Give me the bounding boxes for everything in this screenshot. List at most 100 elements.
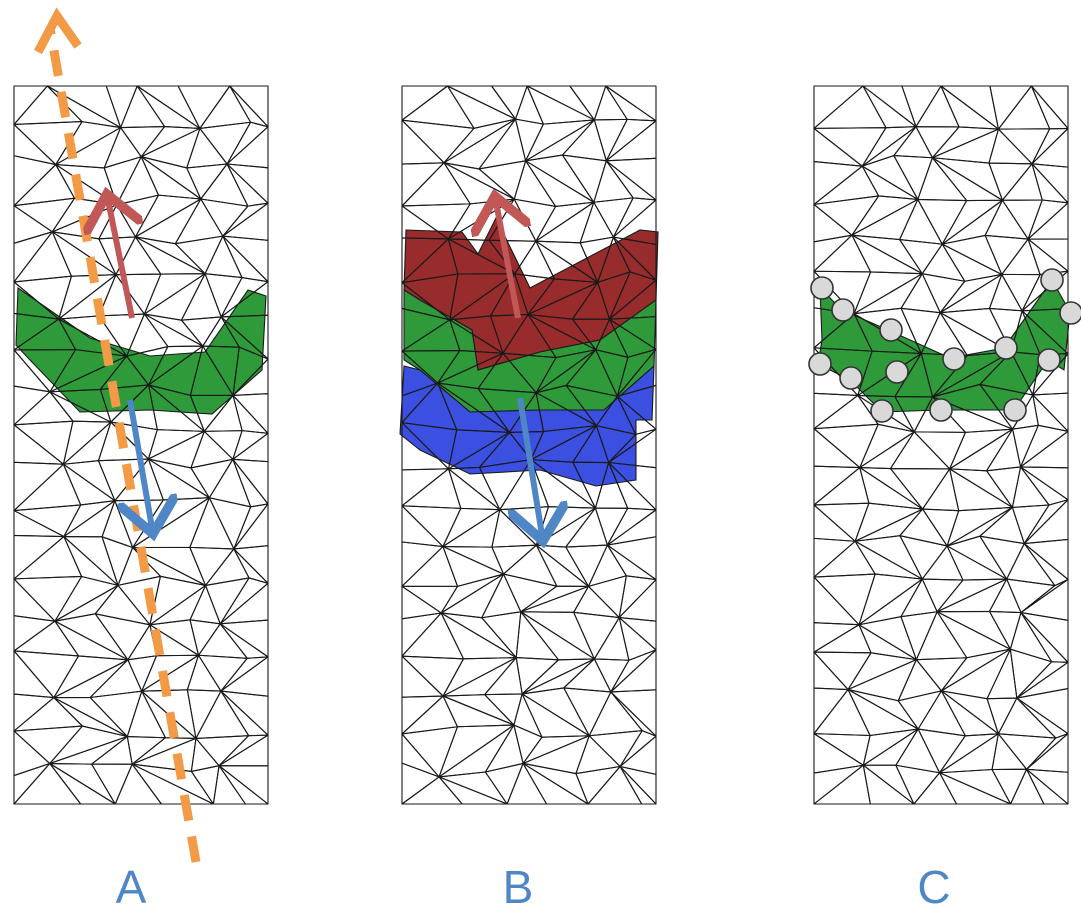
mesh-triangle bbox=[190, 765, 220, 805]
arrow-up-icon bbox=[496, 202, 518, 319]
mesh-triangle bbox=[1020, 424, 1069, 468]
mesh-triangle bbox=[520, 585, 590, 613]
mesh-triangle bbox=[859, 431, 915, 470]
axis-dashed-line bbox=[45, 27, 201, 863]
mesh-triangle bbox=[140, 156, 202, 200]
mesh-triangle bbox=[813, 127, 887, 167]
panel-label-c: C bbox=[917, 861, 951, 913]
mesh-triangle bbox=[593, 85, 628, 121]
mesh-triangle bbox=[946, 535, 1008, 580]
mesh-triangle bbox=[13, 620, 80, 657]
mesh-triangle bbox=[481, 611, 522, 659]
mesh-triangle bbox=[851, 198, 919, 241]
mesh-triangle bbox=[939, 772, 1012, 805]
mesh-triangle bbox=[13, 725, 83, 765]
vertex-marker bbox=[870, 399, 894, 423]
mesh-triangle bbox=[889, 467, 951, 510]
mesh-triangle bbox=[208, 458, 252, 508]
mesh-triangle bbox=[13, 697, 83, 732]
mesh-triangle bbox=[54, 575, 119, 622]
mesh-triangle bbox=[605, 120, 657, 162]
mesh-triangle bbox=[521, 687, 590, 737]
mesh-triangle bbox=[1009, 612, 1053, 663]
mesh-triangle bbox=[197, 623, 248, 659]
mesh-triangle bbox=[1016, 661, 1069, 699]
mesh-triangle bbox=[813, 688, 871, 737]
mesh-triangle bbox=[861, 165, 919, 200]
mesh-triangle bbox=[219, 623, 269, 659]
mesh-triangle bbox=[940, 85, 999, 130]
mesh-triangle bbox=[859, 423, 915, 469]
mesh-triangle bbox=[525, 160, 595, 208]
mesh-triangle bbox=[606, 509, 657, 546]
mesh-triangle bbox=[226, 163, 269, 207]
mesh-triangle bbox=[946, 545, 1008, 581]
panel-c-vertices bbox=[808, 268, 1081, 423]
mesh-triangle bbox=[220, 656, 269, 697]
mesh-triangle bbox=[915, 85, 960, 128]
mesh-triangle bbox=[988, 128, 1033, 165]
mesh-triangle bbox=[1026, 768, 1069, 805]
vertex-marker bbox=[1059, 301, 1081, 325]
mesh-triangle bbox=[13, 123, 57, 166]
mesh-triangle bbox=[979, 506, 1025, 545]
mesh-triangle bbox=[205, 548, 250, 586]
mesh-triangle bbox=[401, 468, 462, 509]
panel-a-mesh bbox=[13, 85, 269, 805]
mesh-triangle bbox=[900, 578, 938, 618]
mesh-triangle bbox=[218, 734, 269, 767]
mesh-triangle bbox=[1031, 127, 1069, 168]
mesh-triangle bbox=[917, 728, 966, 774]
mesh-triangle bbox=[126, 735, 166, 765]
mesh-triangle bbox=[813, 651, 849, 691]
mesh-triangle bbox=[563, 658, 612, 693]
mesh-triangle bbox=[114, 763, 162, 805]
mesh-triangle bbox=[131, 737, 197, 773]
mesh-triangle bbox=[1010, 768, 1045, 805]
mesh-triangle bbox=[593, 197, 634, 238]
mesh-triangle bbox=[53, 697, 128, 738]
vertex-marker bbox=[839, 366, 863, 390]
mesh-triangle bbox=[813, 165, 880, 205]
mesh-triangle bbox=[535, 544, 590, 587]
mesh-triangle bbox=[126, 690, 166, 739]
mesh-triangle bbox=[949, 428, 1014, 472]
mesh-triangle bbox=[988, 162, 1033, 201]
mesh-triangle bbox=[847, 688, 919, 737]
mesh-triangle bbox=[1023, 543, 1069, 587]
mesh-triangle bbox=[127, 655, 158, 692]
mesh-triangle bbox=[921, 243, 966, 282]
mesh-triangle bbox=[190, 430, 234, 469]
mesh-triangle bbox=[853, 273, 923, 315]
arrow-up-icon bbox=[108, 200, 132, 319]
mesh-triangle bbox=[813, 576, 860, 626]
mesh-triangle bbox=[917, 690, 966, 737]
mesh-triangle bbox=[1030, 85, 1069, 130]
mesh-triangle bbox=[921, 273, 966, 314]
vertex-marker bbox=[942, 347, 966, 371]
mesh-triangle bbox=[936, 578, 1008, 613]
mesh-triangle bbox=[232, 432, 269, 463]
mesh-triangle bbox=[189, 584, 221, 625]
mesh-triangle bbox=[195, 735, 250, 767]
mesh-triangle bbox=[618, 617, 657, 661]
mesh-triangle bbox=[438, 776, 508, 805]
mesh-triangle bbox=[197, 654, 248, 692]
mesh-triangle bbox=[220, 690, 269, 737]
mesh-triangle bbox=[899, 535, 948, 580]
mesh-triangle bbox=[13, 424, 64, 465]
mesh-triangle bbox=[813, 502, 870, 542]
mesh-triangle bbox=[195, 690, 250, 739]
mesh-triangle bbox=[862, 85, 917, 129]
mesh-triangle bbox=[62, 463, 116, 506]
mesh-triangle bbox=[143, 273, 206, 321]
mesh-triangle bbox=[126, 313, 169, 357]
mesh-triangle bbox=[141, 654, 200, 692]
vertex-marker bbox=[994, 336, 1018, 360]
mesh-triangle bbox=[189, 546, 235, 586]
mesh-triangle bbox=[13, 615, 56, 652]
mesh-triangle bbox=[136, 85, 201, 129]
vertex-marker bbox=[879, 318, 903, 342]
mesh-triangle bbox=[101, 500, 134, 549]
